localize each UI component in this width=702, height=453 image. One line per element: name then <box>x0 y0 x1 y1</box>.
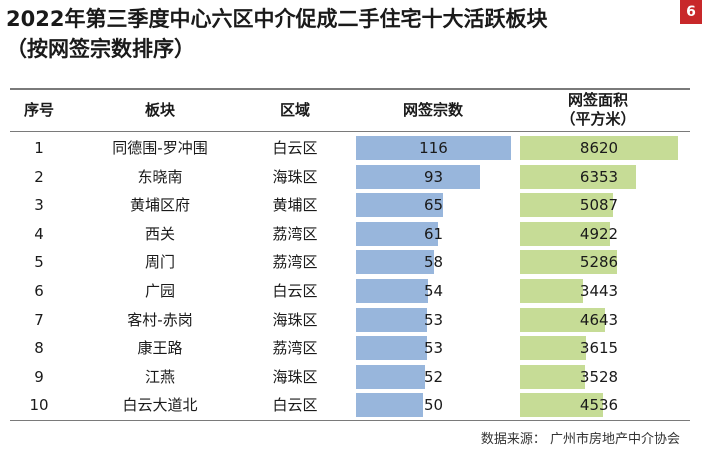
plate-cell: 同德围-罗冲围 <box>112 139 208 157</box>
count-bar <box>356 193 443 218</box>
area-bar <box>520 307 606 332</box>
header-rank: 序号 <box>23 100 54 119</box>
district-cell: 海珠区 <box>272 310 318 329</box>
rank-cell: 4 <box>34 224 44 243</box>
count-label: 116 <box>419 139 448 157</box>
count-label: 61 <box>423 224 444 243</box>
area-bar <box>520 364 585 389</box>
area-label: 4922 <box>579 224 619 243</box>
area-bar <box>520 221 611 246</box>
area-label: 5286 <box>579 253 619 272</box>
rank-cell: 8 <box>34 339 44 358</box>
header-plate: 板块 <box>144 100 175 119</box>
rank-cell: 2 <box>34 167 44 186</box>
count-label: 52 <box>423 367 444 386</box>
count-bar <box>356 336 427 361</box>
area-bar <box>520 193 614 218</box>
area-bar <box>520 164 637 189</box>
district-cell: 海珠区 <box>272 367 318 386</box>
count-label: 50 <box>423 396 444 415</box>
rank-cell: 10 <box>29 396 49 415</box>
header-count: 网签宗数 <box>402 100 463 119</box>
area-bar <box>520 336 587 361</box>
count-label: 58 <box>423 253 444 272</box>
area-label: 3443 <box>579 282 619 300</box>
rank-cell: 9 <box>34 367 44 386</box>
count-label: 53 <box>423 339 444 358</box>
header-rule <box>10 131 690 132</box>
district-cell: 荔湾区 <box>272 253 318 272</box>
plate-cell: 黄埔区府 <box>129 196 190 215</box>
plate-cell: 西关 <box>144 224 175 243</box>
plate-cell: 康王路 <box>137 339 183 358</box>
plate-cell: 周门 <box>144 253 175 272</box>
count-label: 54 <box>423 282 444 300</box>
area-bar <box>520 250 617 275</box>
count-bar <box>356 221 438 246</box>
header-district: 区域 <box>279 100 310 119</box>
district-cell: 白云区 <box>272 282 318 300</box>
count-bar <box>356 393 423 418</box>
title-line-2: （按网签宗数排序） <box>6 37 195 61</box>
rank-cell: 3 <box>34 196 44 215</box>
district-cell: 海珠区 <box>272 167 318 186</box>
count-bar <box>356 136 511 160</box>
area-label: 6353 <box>579 167 619 186</box>
count-bar <box>356 307 427 332</box>
count-label: 53 <box>423 310 444 329</box>
page-number-badge: 6 <box>680 0 702 24</box>
bottom-rule <box>10 420 690 421</box>
plate-cell: 东晓南 <box>137 167 183 186</box>
area-bar <box>520 393 604 418</box>
count-bar <box>356 250 434 275</box>
plate-cell: 白云大道北 <box>122 396 198 415</box>
plate-cell: 客村-赤岗 <box>127 310 193 329</box>
area-label: 4643 <box>579 310 619 329</box>
area-label: 3528 <box>579 367 619 386</box>
area-bar <box>520 136 678 160</box>
district-cell: 荔湾区 <box>272 224 318 243</box>
rank-cell: 1 <box>34 139 44 157</box>
rank-cell: 6 <box>34 282 44 300</box>
area-bar <box>520 279 584 303</box>
plate-cell: 江燕 <box>144 367 175 386</box>
count-bar <box>356 364 426 389</box>
area-label: 8620 <box>579 139 619 157</box>
top-rule <box>10 88 690 90</box>
district-cell: 荔湾区 <box>272 339 318 358</box>
count-bar <box>356 164 481 189</box>
count-bar <box>356 279 429 303</box>
data-source: 数据来源： 广州市房地产中介协会 <box>480 432 680 447</box>
district-cell: 白云区 <box>272 396 318 415</box>
rank-cell: 5 <box>34 253 44 272</box>
count-label: 93 <box>423 167 444 186</box>
district-cell: 黄埔区 <box>272 196 318 215</box>
chart-title: 2022年第三季度中心六区中介促成二手住宅十大活跃板块 （按网签宗数排序） <box>6 4 666 64</box>
area-label: 4536 <box>579 396 619 415</box>
header-area: 网签面积 （平方米） <box>560 91 636 128</box>
count-label: 65 <box>423 196 444 215</box>
area-label: 3615 <box>579 339 619 358</box>
area-label: 5087 <box>579 196 619 215</box>
title-line-1: 2022年第三季度中心六区中介促成二手住宅十大活跃板块 <box>6 7 548 31</box>
district-cell: 白云区 <box>272 139 318 157</box>
rank-cell: 7 <box>34 310 44 329</box>
plate-cell: 广园 <box>144 282 175 300</box>
